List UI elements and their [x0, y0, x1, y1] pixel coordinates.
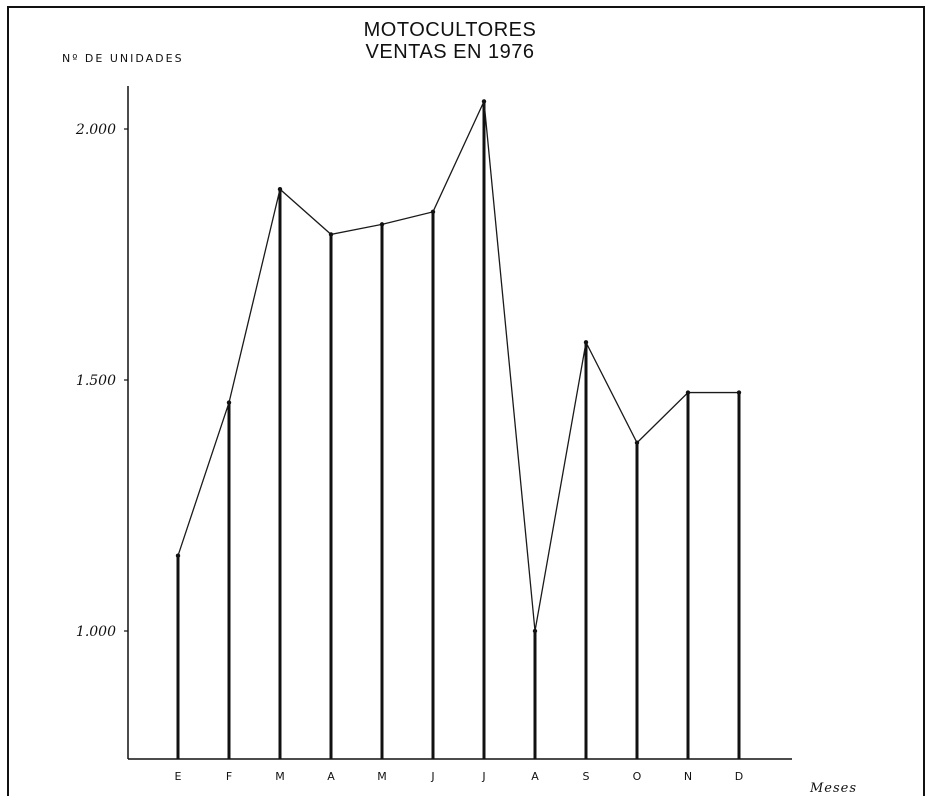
y-tick-label: 1.000	[76, 624, 116, 640]
x-tick-label: D	[735, 770, 743, 783]
chart-frame	[7, 6, 925, 796]
chart-title-line-2: VENTAS EN 1976	[366, 41, 535, 63]
data-point	[277, 187, 283, 192]
data-point	[685, 390, 691, 395]
data-point	[175, 553, 181, 558]
x-tick-label: J	[430, 770, 434, 783]
y-tick-label: 1.500	[76, 373, 116, 389]
x-tick-label: M	[377, 770, 387, 783]
data-point	[634, 440, 640, 445]
data-point	[328, 232, 334, 237]
y-tick-label: 2.000	[75, 122, 116, 138]
y-axis-label: Nº DE UNIDADES	[62, 52, 184, 65]
x-tick-label: O	[633, 770, 642, 783]
x-tick-label: A	[327, 770, 335, 783]
x-tick-label: M	[275, 770, 285, 783]
x-axis-label: Meses	[809, 781, 857, 796]
x-tick-label: J	[481, 770, 485, 783]
data-point	[532, 628, 538, 634]
x-tick-label: N	[684, 770, 692, 783]
x-tick-label: F	[226, 770, 232, 783]
data-point	[379, 222, 385, 227]
chart-title-line-1: MOTOCULTORES	[364, 19, 537, 41]
data-point	[736, 390, 742, 395]
data-point	[226, 400, 232, 405]
x-tick-label: A	[531, 770, 539, 783]
data-point	[583, 340, 589, 345]
data-point	[430, 209, 436, 215]
data-point	[481, 99, 487, 104]
x-tick-label: S	[583, 770, 590, 783]
series-line	[177, 98, 739, 632]
x-tick-label: E	[175, 770, 182, 783]
